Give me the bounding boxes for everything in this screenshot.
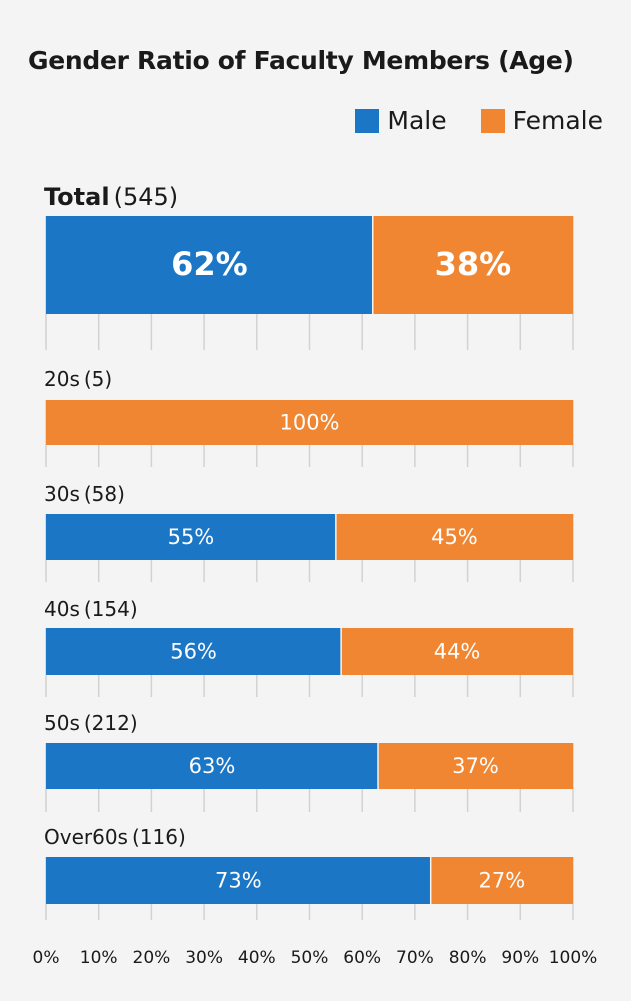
legend-swatch-male (355, 108, 380, 133)
bar-female (46, 400, 573, 445)
data-label-female: 44% (434, 640, 481, 664)
data-label-male: 55% (168, 525, 215, 549)
x-tick-label: 30% (185, 948, 223, 968)
bar-female (372, 216, 573, 314)
category-label: 30s (58) (44, 482, 125, 506)
x-tick-label: 60% (343, 948, 381, 968)
category-label: 20s (5) (44, 367, 112, 391)
data-label-male: 73% (215, 869, 262, 893)
category-name: 30s (44, 482, 80, 506)
data-label-female: 27% (479, 869, 526, 893)
bar-male (46, 857, 431, 904)
x-tick-label: 0% (33, 948, 60, 968)
bar-female (430, 857, 573, 904)
data-label-female: 45% (431, 525, 478, 549)
data-label-male: 56% (170, 640, 217, 664)
category-count: (545) (114, 183, 179, 211)
chart-title: Gender Ratio of Faculty Members (Age) (28, 46, 574, 75)
x-tick-label: 40% (238, 948, 276, 968)
x-tick-label: 100% (549, 948, 598, 968)
category-count: (154) (84, 597, 138, 621)
category-count: (116) (132, 825, 186, 849)
bar-male (46, 216, 373, 314)
category-name: 50s (44, 711, 80, 735)
bar-female (335, 514, 573, 560)
bar-female (341, 628, 573, 675)
x-tick-label: 20% (133, 948, 171, 968)
legend: Male Female (321, 106, 603, 135)
bar-male (46, 628, 342, 675)
category-count: (58) (84, 482, 125, 506)
x-tick-label: 10% (80, 948, 118, 968)
data-label-female: 38% (435, 245, 512, 283)
category-name: Over60s (44, 825, 128, 849)
legend-item-female: Female (480, 106, 603, 135)
category-name: Total (44, 183, 110, 211)
category-count: (212) (84, 711, 138, 735)
bar-male (46, 514, 336, 560)
x-tick-label: 90% (501, 948, 539, 968)
x-tick-label: 50% (291, 948, 329, 968)
category-name: 20s (44, 367, 80, 391)
legend-swatch-female (480, 108, 505, 133)
category-label: Over60s (116) (44, 825, 186, 849)
category-label: Total (545) (44, 183, 178, 211)
legend-item-male: Male (355, 106, 447, 135)
x-tick-label: 70% (396, 948, 434, 968)
x-tick-label: 80% (449, 948, 487, 968)
data-label-male: 62% (171, 245, 248, 283)
category-label: 40s (154) (44, 597, 138, 621)
bar-female (378, 743, 573, 789)
data-label-female: 100% (279, 411, 339, 435)
category-name: 40s (44, 597, 80, 621)
bar-male (46, 743, 379, 789)
category-label: 50s (212) (44, 711, 138, 735)
category-count: (5) (84, 367, 112, 391)
legend-label-male: Male (387, 106, 447, 135)
legend-label-female: Female (512, 106, 603, 135)
data-label-female: 37% (452, 754, 499, 778)
data-label-male: 63% (189, 754, 236, 778)
